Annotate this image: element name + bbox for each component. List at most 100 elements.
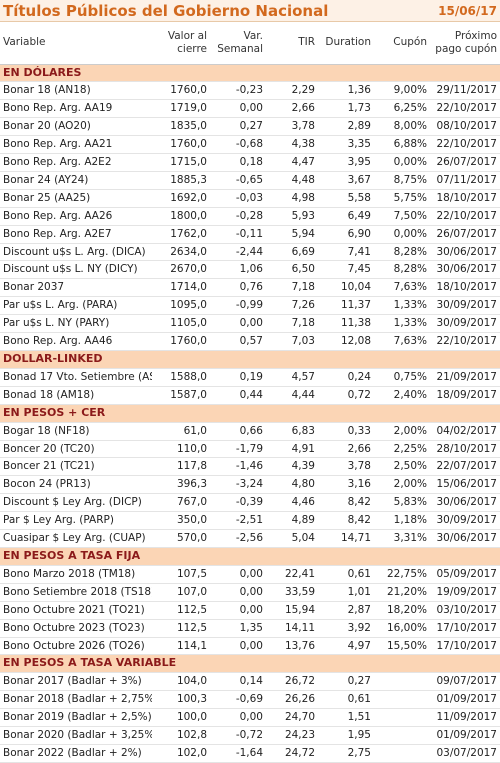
cell: 1095,0 bbox=[152, 296, 210, 316]
data-row: Bono Rep. Arg. AA21 1760,0 -0,68 4,38 3,35 6,… bbox=[0, 135, 500, 155]
cell: 0,27 bbox=[318, 672, 374, 692]
cell: 3,31% bbox=[374, 529, 430, 548]
data-row: Bonar 2020 (Badlar + 3,25%) 102,8 -0,72 24,… bbox=[0, 726, 500, 745]
cell: 05/09/2017 bbox=[430, 565, 500, 584]
cell: 1,01 bbox=[318, 583, 374, 602]
cell: 0,00 bbox=[210, 708, 266, 728]
cell: Boncer 20 (TC20) bbox=[0, 440, 152, 459]
cell: 0,72 bbox=[318, 386, 374, 405]
cell: 3,92 bbox=[318, 619, 374, 638]
data-row: Boncer 21 (TC21) 117,8 -1,46 4,39 3,78 2,50% 2… bbox=[0, 457, 500, 477]
cell: 4,97 bbox=[318, 637, 374, 656]
cell: Bono Rep. Arg. AA19 bbox=[0, 99, 152, 119]
column-header-line: Próximo bbox=[454, 29, 497, 42]
cell: -3,24 bbox=[210, 475, 266, 495]
cell: 22/10/2017 bbox=[430, 135, 500, 155]
data-row: Bono Marzo 2018 (TM18) 107,5 0,00 22,41 0,61… bbox=[0, 565, 500, 584]
cell: 6,90 bbox=[318, 225, 374, 244]
cell: 1714,0 bbox=[152, 278, 210, 298]
cell: 6,69 bbox=[266, 243, 318, 262]
cell: 0,00% bbox=[374, 225, 430, 244]
data-row: Bono Setiembre 2018 (TS18) 107,0 0,00 33,59… bbox=[0, 583, 500, 602]
cell: 4,48 bbox=[266, 171, 318, 190]
cell: 28/10/2017 bbox=[430, 440, 500, 459]
cell: 1,33% bbox=[374, 296, 430, 316]
cell: 18,20% bbox=[374, 601, 430, 620]
cell: -0,11 bbox=[210, 225, 266, 244]
cell: 5,93 bbox=[266, 207, 318, 226]
cell: 0,00% bbox=[374, 153, 430, 172]
cell: -1,64 bbox=[210, 744, 266, 763]
cell: 2,89 bbox=[318, 117, 374, 137]
cell: 15/06/2017 bbox=[430, 475, 500, 495]
data-row: Discount u$s L. NY (DICY) 2670,0 1,06 6,50 7… bbox=[0, 260, 500, 280]
column-header: Var. Semanal bbox=[210, 22, 266, 65]
data-row: Bono Rep. Arg. AA19 1719,0 0,00 2,66 1,73 6,2… bbox=[0, 99, 500, 119]
cell: 0,27 bbox=[210, 117, 266, 137]
cell: 1,73 bbox=[318, 99, 374, 119]
cell: 11,38 bbox=[318, 314, 374, 334]
data-row: Bocon 24 (PR13) 396,3 -3,24 4,80 3,16 2,00% 15… bbox=[0, 475, 500, 495]
cell: Bono Octubre 2021 (TO21) bbox=[0, 601, 152, 620]
data-row: Bono Rep. Arg. A2E7 1762,0 -0,11 5,94 6,90 0,… bbox=[0, 225, 500, 244]
cell: 0,75% bbox=[374, 368, 430, 387]
cell: 2,40% bbox=[374, 386, 430, 405]
cell bbox=[374, 726, 430, 745]
cell: Par $ Ley Arg. (PARP) bbox=[0, 511, 152, 531]
cell: 0,57 bbox=[210, 332, 266, 351]
data-row: Bonar 25 (AA25) 1692,0 -0,03 4,98 5,58 5,75% 1… bbox=[0, 189, 500, 208]
data-row: Bonar 2018 (Badlar + 2,75%) 100,3 -0,69 26,… bbox=[0, 690, 500, 710]
cell: -0,23 bbox=[210, 81, 266, 101]
cell: 03/07/2017 bbox=[430, 744, 500, 763]
cell: Bonar 24 (AY24) bbox=[0, 171, 152, 190]
cell: 5,58 bbox=[318, 189, 374, 208]
cell: 30/06/2017 bbox=[430, 493, 500, 513]
cell: Par u$s L. Arg. (PARA) bbox=[0, 296, 152, 316]
cell: 26/07/2017 bbox=[430, 153, 500, 172]
cell: 107,5 bbox=[152, 565, 210, 584]
cell: 24,72 bbox=[266, 744, 318, 763]
cell: 8,00% bbox=[374, 117, 430, 137]
cell: Bono Rep. Arg. A2E7 bbox=[0, 225, 152, 244]
cell: Discount $ Ley Arg. (DICP) bbox=[0, 493, 152, 513]
cell: 6,50 bbox=[266, 260, 318, 280]
cell: 1588,0 bbox=[152, 368, 210, 387]
cell bbox=[374, 672, 430, 692]
cell: 1,36 bbox=[318, 81, 374, 101]
cell: 8,75% bbox=[374, 171, 430, 190]
cell: 100,3 bbox=[152, 690, 210, 710]
cell: 0,00 bbox=[210, 583, 266, 602]
cell: 3,78 bbox=[266, 117, 318, 137]
column-header: Duration bbox=[318, 22, 374, 65]
cell: 8,42 bbox=[318, 511, 374, 531]
cell: 08/10/2017 bbox=[430, 117, 500, 137]
cell: 16,00% bbox=[374, 619, 430, 638]
cell: 117,8 bbox=[152, 457, 210, 477]
cell: 102,8 bbox=[152, 726, 210, 745]
cell: 10,04 bbox=[318, 278, 374, 298]
cell: -0,28 bbox=[210, 207, 266, 226]
data-row: Par u$s L. Arg. (PARA) 1095,0 -0,99 7,26 11,… bbox=[0, 296, 500, 316]
data-row: Bono Rep. Arg. A2E2 1715,0 0,18 4,47 3,95 0,0… bbox=[0, 153, 500, 172]
cell: 4,80 bbox=[266, 475, 318, 495]
cell: 30/06/2017 bbox=[430, 243, 500, 262]
cell: -0,69 bbox=[210, 690, 266, 710]
cell: 0,18 bbox=[210, 153, 266, 172]
cell: 7,63% bbox=[374, 278, 430, 298]
cell: 0,00 bbox=[210, 565, 266, 584]
cell: 9,00% bbox=[374, 81, 430, 101]
column-header-line: pago cupón bbox=[435, 42, 497, 55]
cell: Bonad 18 (AM18) bbox=[0, 386, 152, 405]
column-header-line: Variable bbox=[3, 36, 46, 49]
cell: Bonar 2017 (Badlar + 3%) bbox=[0, 672, 152, 692]
column-header: Variable bbox=[0, 22, 152, 65]
cell: 5,83% bbox=[374, 493, 430, 513]
cell: 3,95 bbox=[318, 153, 374, 172]
cell: 22/10/2017 bbox=[430, 332, 500, 351]
data-row: Bono Octubre 2023 (TO23) 112,5 1,35 14,11 3,… bbox=[0, 619, 500, 638]
cell: 2,66 bbox=[266, 99, 318, 119]
cell: Bono Octubre 2023 (TO23) bbox=[0, 619, 152, 638]
cell: 33,59 bbox=[266, 583, 318, 602]
cell: 2,25% bbox=[374, 440, 430, 459]
data-row: Bonar 18 (AN18) 1760,0 -0,23 2,29 1,36 9,00% 2… bbox=[0, 81, 500, 101]
